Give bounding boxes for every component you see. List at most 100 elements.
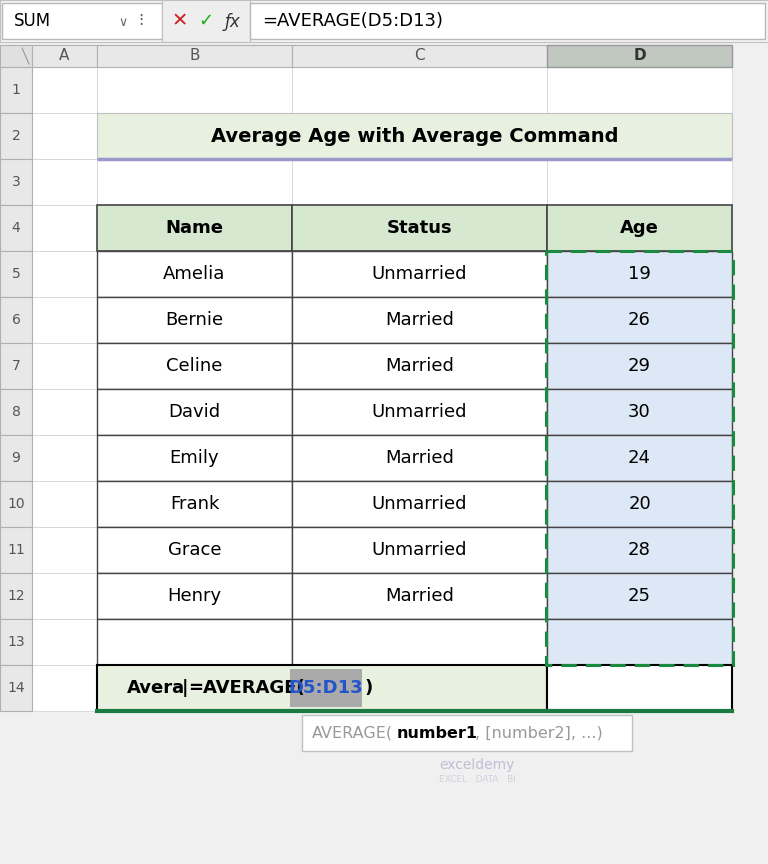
- Bar: [547, 527, 732, 573]
- Text: Unmarried: Unmarried: [372, 265, 467, 283]
- Bar: [292, 481, 547, 527]
- Text: ✕: ✕: [172, 11, 188, 30]
- Bar: [97, 619, 292, 665]
- Bar: [97, 159, 292, 205]
- Text: 13: 13: [7, 635, 25, 649]
- Text: , [number2], ...): , [number2], ...): [475, 726, 603, 740]
- Bar: [97, 389, 292, 435]
- Text: number1: number1: [397, 726, 478, 740]
- Bar: [97, 45, 292, 67]
- Bar: [292, 619, 547, 665]
- Bar: [97, 297, 292, 343]
- Text: Status: Status: [386, 219, 452, 237]
- Bar: [97, 435, 292, 481]
- Text: ⁝: ⁝: [138, 12, 144, 30]
- Bar: [547, 527, 732, 573]
- Bar: [97, 665, 547, 711]
- Bar: [97, 113, 292, 159]
- Bar: [97, 573, 292, 619]
- Bar: [547, 343, 732, 389]
- Text: |: |: [182, 679, 188, 697]
- Bar: [97, 389, 292, 435]
- Text: B: B: [189, 48, 200, 63]
- Bar: [547, 665, 732, 711]
- Text: 1: 1: [12, 83, 21, 97]
- Bar: [97, 113, 732, 159]
- Bar: [292, 619, 547, 665]
- Text: Bernie: Bernie: [165, 311, 223, 329]
- Bar: [0, 67, 32, 113]
- Bar: [0, 343, 32, 389]
- Text: 7: 7: [12, 359, 21, 373]
- Bar: [32, 343, 97, 389]
- Text: Henry: Henry: [167, 587, 221, 605]
- Text: Married: Married: [385, 357, 454, 375]
- Bar: [547, 665, 732, 711]
- Bar: [97, 343, 292, 389]
- Text: C: C: [414, 48, 425, 63]
- Bar: [292, 205, 547, 251]
- Text: ∨: ∨: [118, 16, 127, 29]
- Bar: [0, 481, 32, 527]
- Text: 25: 25: [628, 587, 651, 605]
- Text: 14: 14: [7, 681, 25, 695]
- Text: Avera: Avera: [127, 679, 185, 697]
- Bar: [97, 573, 292, 619]
- Text: 3: 3: [12, 175, 21, 189]
- Bar: [292, 435, 547, 481]
- Bar: [292, 389, 547, 435]
- Text: 12: 12: [7, 589, 25, 603]
- Text: Grace: Grace: [167, 541, 221, 559]
- Bar: [97, 67, 292, 113]
- Text: 30: 30: [628, 403, 650, 421]
- Bar: [302, 715, 632, 751]
- Text: 9: 9: [12, 451, 21, 465]
- Text: EXCEL · DATA · BI: EXCEL · DATA · BI: [439, 774, 515, 784]
- Text: 29: 29: [628, 357, 651, 375]
- Bar: [32, 665, 97, 711]
- Bar: [292, 159, 547, 205]
- Bar: [292, 527, 547, 573]
- Bar: [290, 669, 362, 707]
- Text: 24: 24: [628, 449, 651, 467]
- Text: A: A: [59, 48, 70, 63]
- Bar: [547, 205, 732, 251]
- Bar: [32, 619, 97, 665]
- Bar: [97, 481, 292, 527]
- Bar: [32, 527, 97, 573]
- Bar: [547, 389, 732, 435]
- Bar: [32, 159, 97, 205]
- Bar: [547, 159, 732, 205]
- Bar: [32, 113, 97, 159]
- Text: ): ): [364, 679, 372, 697]
- Bar: [292, 573, 547, 619]
- Bar: [547, 343, 732, 389]
- Text: ✓: ✓: [198, 12, 214, 30]
- Bar: [2, 3, 162, 39]
- Bar: [292, 67, 547, 113]
- Text: Frank: Frank: [170, 495, 219, 513]
- Text: 11: 11: [7, 543, 25, 557]
- Bar: [292, 205, 547, 251]
- Bar: [547, 435, 732, 481]
- Text: ƒx: ƒx: [225, 13, 240, 31]
- Text: 2: 2: [12, 129, 21, 143]
- Bar: [97, 297, 292, 343]
- Bar: [547, 481, 732, 527]
- Text: 20: 20: [628, 495, 650, 513]
- Bar: [0, 205, 32, 251]
- Bar: [97, 527, 292, 573]
- Text: David: David: [168, 403, 220, 421]
- Bar: [547, 45, 732, 67]
- Bar: [97, 205, 292, 251]
- Bar: [292, 343, 547, 389]
- Bar: [162, 0, 250, 42]
- Bar: [292, 573, 547, 619]
- Text: SUM: SUM: [14, 12, 51, 30]
- Bar: [547, 251, 732, 297]
- Text: AVERAGE(: AVERAGE(: [312, 726, 393, 740]
- Bar: [292, 297, 547, 343]
- Bar: [32, 481, 97, 527]
- Text: D: D: [633, 48, 646, 63]
- Bar: [546, 251, 733, 665]
